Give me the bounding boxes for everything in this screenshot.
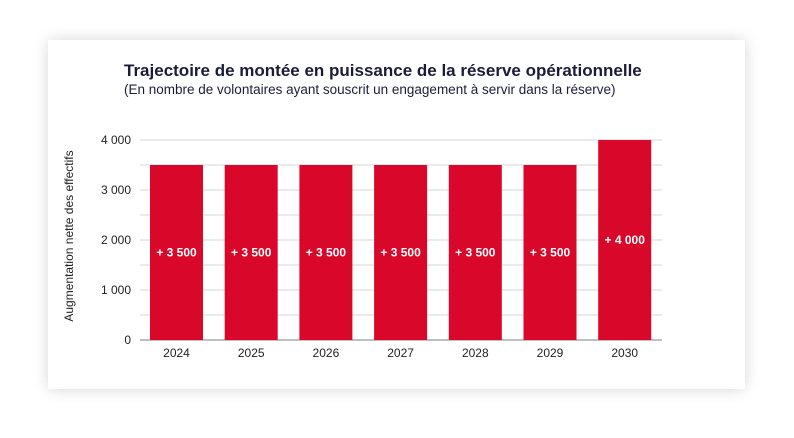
bar	[523, 165, 577, 340]
bar	[374, 165, 428, 340]
data-label: + 3 500	[231, 246, 272, 260]
y-tick-label: 4 000	[101, 133, 131, 147]
bar	[598, 140, 652, 340]
y-tick-labels: 0 1 000 2 000 3 000 4 000	[101, 133, 131, 347]
chart-title: Trajectoire de montée en puissance de la…	[124, 61, 642, 80]
x-tick-label: 2030	[611, 346, 638, 360]
x-tick-label: 2028	[462, 346, 489, 360]
bar	[299, 165, 353, 340]
y-tick-label: 1 000	[101, 283, 131, 297]
x-tick-label: 2024	[163, 346, 190, 360]
x-tick-label: 2025	[238, 346, 265, 360]
data-label: + 3 500	[306, 246, 347, 260]
x-tick-labels: 2024 2025 2026 2027 2028 2029 2030	[163, 346, 638, 360]
data-labels: + 3 500 + 3 500 + 3 500 + 3 500 + 3 500 + 3 5…	[156, 233, 645, 260]
y-tick-label: 0	[124, 333, 131, 347]
data-label: + 4 000	[605, 233, 646, 247]
data-label: + 3 500	[530, 246, 571, 260]
x-tick-label: 2027	[387, 346, 414, 360]
data-label: + 3 500	[455, 246, 496, 260]
data-label: + 3 500	[380, 246, 421, 260]
chart-subtitle: (En nombre de volontaires ayant souscrit…	[124, 82, 616, 97]
bar	[448, 165, 502, 340]
bar	[150, 165, 203, 340]
x-tick-label: 2026	[313, 346, 340, 360]
bars	[150, 140, 652, 340]
bar	[224, 165, 278, 340]
y-axis-label: Augmentation nette des effectifs	[62, 150, 76, 322]
y-tick-label: 3 000	[101, 183, 131, 197]
x-tick-label: 2029	[537, 346, 564, 360]
y-tick-label: 2 000	[101, 233, 131, 247]
data-label: + 3 500	[156, 246, 197, 260]
